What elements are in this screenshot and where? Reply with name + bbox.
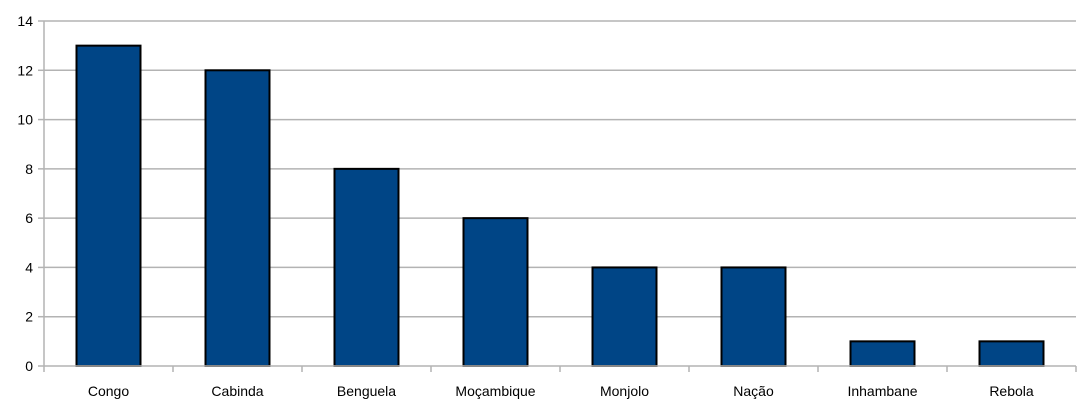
bar-benguela [333, 167, 400, 367]
x-tick-label-congo: Congo [88, 383, 129, 399]
bar-moçambique [462, 217, 529, 367]
y-tick-label-14: 14 [17, 13, 33, 29]
bars [75, 44, 1045, 368]
axes [38, 20, 1077, 372]
bar-inhambane [849, 340, 916, 368]
gridlines [44, 20, 1076, 318]
y-tick-label-0: 0 [25, 358, 33, 374]
x-tick-label-benguela: Benguela [337, 383, 396, 399]
bar-rebola [978, 340, 1045, 368]
bar-monjolo [591, 266, 658, 367]
bar-congo [75, 44, 142, 368]
y-tick-label-2: 2 [25, 309, 33, 325]
x-tick-label-moçambique: Moçambique [455, 383, 535, 399]
x-tick-label-monjolo: Monjolo [600, 383, 649, 399]
axis-labels: 0 2 4 6 8 10 12 14 Congo Cabinda Benguela Moçambiqu… [17, 13, 1033, 399]
x-tick-label-nação: Nação [733, 383, 774, 399]
y-tick-label-12: 12 [17, 62, 33, 78]
bar-cabinda [204, 69, 271, 368]
x-tick-label-inhambane: Inhambane [847, 383, 917, 399]
bar-nação [720, 266, 787, 367]
x-tick-label-cabinda: Cabinda [211, 383, 263, 399]
x-tick-label-rebola: Rebola [989, 383, 1034, 399]
y-tick-label-4: 4 [25, 259, 33, 275]
y-tick-label-8: 8 [25, 161, 33, 177]
y-tick-label-10: 10 [17, 112, 33, 128]
y-tick-label-6: 6 [25, 210, 33, 226]
